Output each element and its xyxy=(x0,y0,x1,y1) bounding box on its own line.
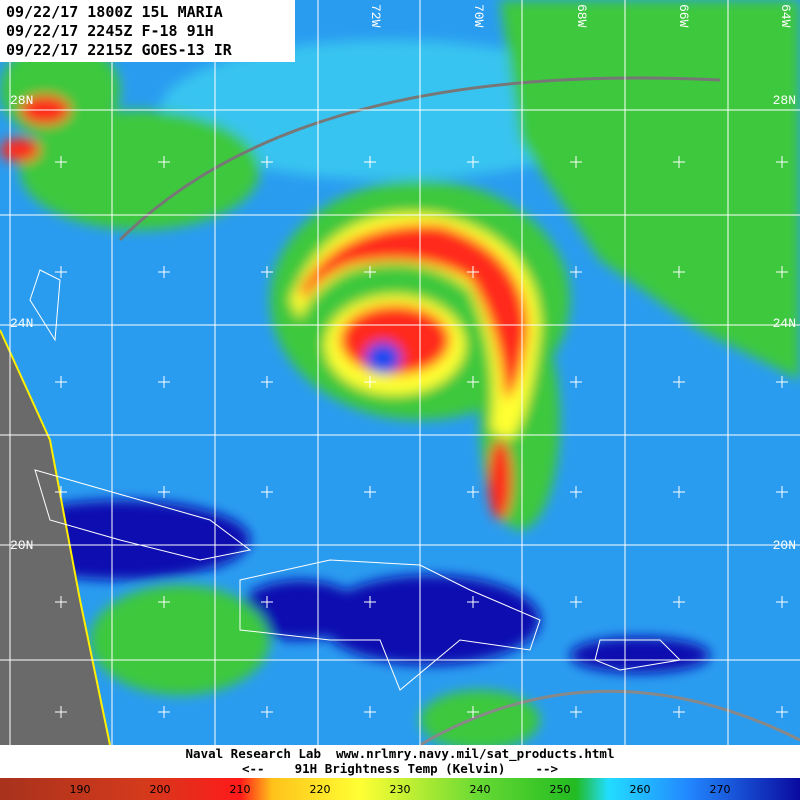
latitude-label: 24N xyxy=(10,316,33,331)
grid-cross xyxy=(364,266,376,278)
grid-cross xyxy=(364,596,376,608)
grid-cross xyxy=(261,266,273,278)
colorbar-label: 270 xyxy=(710,783,731,796)
grid-cross xyxy=(467,266,479,278)
grid-cross xyxy=(55,266,67,278)
ir-region xyxy=(0,330,110,745)
grid-cross xyxy=(776,266,788,278)
lat-lon-grid xyxy=(0,0,800,745)
colorbar-label: 220 xyxy=(310,783,331,796)
grid-cross xyxy=(55,596,67,608)
grid-cross xyxy=(467,486,479,498)
grid-cross xyxy=(158,376,170,388)
grid-cross xyxy=(364,706,376,718)
latitude-label: 24N xyxy=(773,316,796,331)
grid-cross xyxy=(673,486,685,498)
grid-cross xyxy=(364,156,376,168)
grid-cross xyxy=(776,596,788,608)
latitude-label: 20N xyxy=(773,538,796,553)
grid-cross xyxy=(776,156,788,168)
longitude-label: 66W xyxy=(676,4,691,28)
grid-cross xyxy=(673,376,685,388)
grid-cross xyxy=(570,376,582,388)
longitude-label: 72W xyxy=(368,4,383,28)
grid-cross xyxy=(570,596,582,608)
footer-box xyxy=(0,745,800,778)
longitude-label: 64W xyxy=(778,4,793,28)
grid-cross xyxy=(158,706,170,718)
swath-edge xyxy=(0,329,111,746)
credit: Naval Research Lab www.nrlmry.navy.mil/s… xyxy=(186,746,615,762)
grid-cross xyxy=(570,266,582,278)
grid-cross xyxy=(55,706,67,718)
grid-cross xyxy=(55,376,67,388)
grid-cross xyxy=(673,266,685,278)
grid-cross xyxy=(467,376,479,388)
grid-cross xyxy=(261,156,273,168)
grid-cross xyxy=(261,596,273,608)
grid-cross xyxy=(261,706,273,718)
grid-cross xyxy=(467,156,479,168)
grid-cross xyxy=(55,156,67,168)
colorbar-label: 230 xyxy=(390,783,411,796)
latitude-label: 28N xyxy=(10,93,33,108)
grid-cross xyxy=(364,486,376,498)
header-line: 09/22/17 1800Z 15L MARIA xyxy=(6,3,223,21)
colorbar-label: 250 xyxy=(550,783,571,796)
longitude-label: 68W xyxy=(574,4,589,28)
colorbar-labels: 190 200 210 220 230 240 250 260 270 xyxy=(70,783,731,796)
grid-cross xyxy=(158,266,170,278)
grid-cross xyxy=(364,376,376,388)
grid-cross xyxy=(776,376,788,388)
imagery xyxy=(0,0,800,750)
grid-cross xyxy=(55,486,67,498)
colorbar-label: 190 xyxy=(70,783,91,796)
colorbar-label: 260 xyxy=(630,783,651,796)
caption: <-- 91H Brightness Temp (Kelvin) --> xyxy=(242,761,558,776)
grid-cross xyxy=(673,156,685,168)
colorbar-label: 210 xyxy=(230,783,251,796)
grid-cross xyxy=(261,486,273,498)
header-box xyxy=(0,0,295,62)
grid-cross xyxy=(776,486,788,498)
grid-cross xyxy=(570,486,582,498)
grid-cross xyxy=(158,596,170,608)
header-line: 09/22/17 2215Z GOES-13 IR xyxy=(6,41,233,59)
header-line: 09/22/17 2245Z F-18 91H xyxy=(6,22,214,40)
grid-cross xyxy=(673,706,685,718)
grid-cross xyxy=(158,486,170,498)
colorbar-label: 240 xyxy=(470,783,491,796)
colorbar-label: 200 xyxy=(150,783,171,796)
colorbar xyxy=(0,778,800,800)
grid-cross xyxy=(261,376,273,388)
grid-cross xyxy=(467,706,479,718)
grid-cross xyxy=(467,596,479,608)
grid-cross xyxy=(776,706,788,718)
longitude-label: 70W xyxy=(471,4,486,28)
grid-cross xyxy=(673,596,685,608)
grid-labels: 72W 70W 68W 66W 64W 28N 24N 20N 28N 24N 20N xyxy=(10,4,796,553)
coastlines xyxy=(29,269,682,691)
grid-cross xyxy=(158,156,170,168)
latitude-label: 20N xyxy=(10,538,33,553)
latitude-label: 28N xyxy=(773,93,796,108)
grid-cross xyxy=(570,156,582,168)
swath-arc xyxy=(419,689,800,747)
grid-cross xyxy=(570,706,582,718)
